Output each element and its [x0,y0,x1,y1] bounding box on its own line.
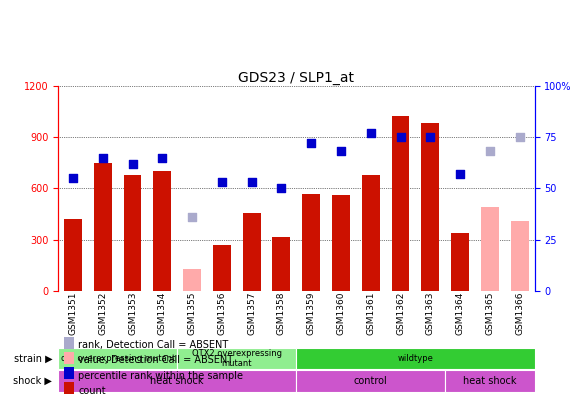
Bar [64,219,82,291]
Bar [332,195,350,291]
Text: value, Detection Call = ABSENT: value, Detection Call = ABSENT [78,356,234,366]
Text: wildtype: wildtype [397,354,433,363]
Text: percentile rank within the sample: percentile rank within the sample [78,371,243,381]
Bar [445,370,535,392]
Bar [296,348,535,369]
Text: rank, Detection Call = ABSENT: rank, Detection Call = ABSENT [78,341,229,350]
Text: GSM1357: GSM1357 [247,291,256,335]
Text: count: count [78,386,106,396]
Text: GSM1359: GSM1359 [307,291,315,335]
Point [277,185,286,192]
Point [188,214,197,221]
Text: control: control [354,376,388,386]
Text: GSM1356: GSM1356 [217,291,227,335]
Point [128,161,137,167]
Bar [421,123,439,291]
Bar [511,221,529,291]
Bar [213,245,231,291]
Point [217,179,227,185]
Bar [451,233,469,291]
Point [456,171,465,177]
Point [157,154,167,161]
Point [336,148,346,154]
Text: GSM1366: GSM1366 [515,291,524,335]
Text: GSM1361: GSM1361 [366,291,375,335]
Bar [183,269,201,291]
Point [69,175,78,181]
Bar [296,370,445,392]
Text: GSM1351: GSM1351 [69,291,77,335]
Bar [392,116,410,291]
Text: OTX2 overexpressing
mutant: OTX2 overexpressing mutant [192,349,282,368]
Bar [94,163,112,291]
Point [366,130,375,136]
Text: strain ▶: strain ▶ [14,354,52,364]
Text: GSM1363: GSM1363 [426,291,435,335]
Bar [362,175,379,291]
Text: GSM1353: GSM1353 [128,291,137,335]
Bar [58,348,177,369]
Point [98,154,107,161]
Bar [272,236,290,291]
Point [485,148,494,154]
Text: heat shock: heat shock [150,376,204,386]
Point [515,134,524,140]
Text: heat shock: heat shock [463,376,517,386]
Text: GSM1365: GSM1365 [485,291,494,335]
Point [307,140,316,147]
Bar [243,213,260,291]
Bar [177,348,296,369]
Text: GSM1360: GSM1360 [336,291,346,335]
Text: shock ▶: shock ▶ [13,376,52,386]
Text: GSM1354: GSM1354 [158,291,167,335]
Point [396,134,405,140]
Text: GSM1362: GSM1362 [396,291,405,335]
Point [426,134,435,140]
Bar [153,171,171,291]
Bar [58,370,296,392]
Bar [124,175,141,291]
Bar [302,194,320,291]
Text: GSM1355: GSM1355 [188,291,196,335]
Text: GSM1364: GSM1364 [456,291,465,335]
Title: GDS23 / SLP1_at: GDS23 / SLP1_at [238,70,354,84]
Point [247,179,256,185]
Text: otd overexpressing mutant: otd overexpressing mutant [60,354,175,363]
Text: GSM1358: GSM1358 [277,291,286,335]
Bar [481,208,498,291]
Text: GSM1352: GSM1352 [98,291,107,335]
